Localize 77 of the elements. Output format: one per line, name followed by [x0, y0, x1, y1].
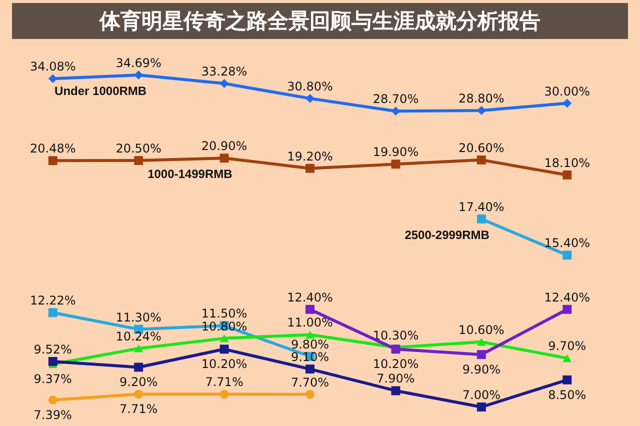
data-label: 7.70%: [290, 375, 330, 390]
data-label: 10.20%: [201, 357, 248, 372]
data-label: 34.08%: [30, 60, 76, 74]
point: [476, 214, 486, 224]
point: [562, 375, 572, 384]
point: [48, 356, 58, 366]
data-label: 7.00%: [462, 388, 500, 402]
data-label: 33.28%: [201, 64, 248, 78]
data-label: 12.40%: [287, 290, 333, 304]
data-label: 7.90%: [376, 372, 415, 386]
data-label: 9.37%: [34, 372, 72, 386]
data-label: 34.69%: [116, 56, 162, 70]
point: [48, 308, 58, 318]
data-label: 9.52%: [34, 342, 72, 356]
point: [48, 395, 58, 404]
point: [306, 364, 314, 374]
point: [134, 390, 144, 399]
data-label: 10.60%: [458, 322, 504, 337]
data-label: 11.30%: [116, 310, 162, 324]
data-label: 30.00%: [544, 84, 590, 98]
point: [134, 362, 144, 372]
data-label: 10.20%: [372, 357, 419, 372]
point: [391, 344, 400, 354]
data-label: 7.71%: [205, 375, 244, 390]
point: [562, 304, 572, 314]
data-label: 30.80%: [287, 79, 333, 94]
point: [476, 402, 486, 412]
point: [562, 98, 572, 108]
data-label: 28.80%: [458, 92, 504, 106]
data-label: 7.71%: [120, 402, 158, 416]
point: [562, 170, 572, 180]
data-label: 12.22%: [30, 294, 76, 308]
data-label: 15.40%: [544, 236, 590, 250]
point: [220, 390, 229, 399]
data-label: 19.20%: [287, 149, 333, 164]
data-label: 17.40%: [458, 200, 504, 214]
point: [391, 160, 400, 169]
data-label: 20.60%: [458, 140, 504, 155]
point: [220, 154, 229, 163]
series-label: Under 1000RMB: [54, 84, 147, 98]
data-label: 28.70%: [372, 92, 419, 106]
data-label: 10.24%: [116, 329, 162, 344]
data-label: 10.30%: [372, 328, 419, 342]
data-label: 9.20%: [120, 375, 158, 390]
point: [134, 156, 144, 166]
data-label: 9.90%: [462, 362, 500, 377]
data-label: 7.39%: [34, 408, 72, 422]
data-label: 20.48%: [30, 142, 76, 156]
data-label: 11.50%: [201, 306, 248, 321]
series-label: 1000-1499RMB: [148, 167, 233, 182]
data-label: 11.00%: [287, 316, 333, 330]
data-label: 20.50%: [116, 142, 162, 156]
point: [476, 155, 486, 164]
data-label: 8.50%: [548, 388, 586, 402]
point: [220, 344, 229, 354]
point: [306, 330, 314, 339]
point: [306, 390, 314, 399]
chart-title: 体育明星传奇之路全景回顾与生涯成就分析报告: [12, 3, 628, 39]
data-label: 18.10%: [544, 156, 590, 170]
point: [306, 94, 314, 103]
point: [48, 156, 58, 166]
data-label: 9.80%: [290, 337, 330, 352]
point: [220, 79, 229, 88]
point: [391, 386, 400, 396]
point: [562, 354, 572, 362]
data-label: 20.90%: [201, 139, 248, 154]
series-label: 2500-2999RMB: [404, 228, 490, 242]
point: [220, 334, 229, 342]
point: [476, 338, 486, 346]
point: [562, 250, 572, 260]
point: [306, 304, 314, 314]
point: [134, 344, 144, 352]
data-label: 12.40%: [544, 290, 590, 304]
data-label: 9.70%: [548, 339, 586, 354]
data-label: 19.90%: [372, 145, 419, 160]
point: [476, 350, 486, 360]
point: [306, 164, 314, 173]
